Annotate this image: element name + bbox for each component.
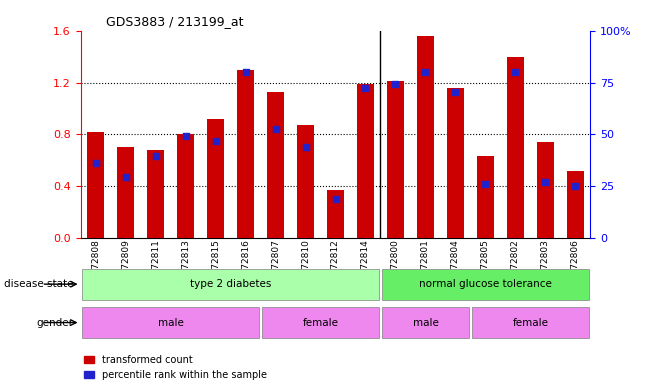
Point	[420, 69, 431, 75]
Legend: transformed count, percentile rank within the sample: transformed count, percentile rank withi…	[81, 351, 271, 384]
Bar	[417, 36, 433, 238]
Bar	[357, 84, 374, 238]
Text: GDS3883 / 213199_at: GDS3883 / 213199_at	[106, 15, 244, 28]
Bar	[207, 119, 223, 238]
Bar	[537, 142, 554, 238]
Point	[120, 174, 131, 180]
Text: male: male	[158, 318, 183, 328]
Bar	[472, 307, 589, 338]
Point	[570, 183, 581, 189]
Text: normal glucose tolerance: normal glucose tolerance	[419, 279, 552, 289]
Point	[180, 132, 191, 139]
Point	[270, 126, 281, 132]
Bar	[147, 150, 164, 238]
Point	[480, 180, 491, 187]
Bar	[177, 134, 194, 238]
Bar	[267, 92, 284, 238]
Text: type 2 diabetes: type 2 diabetes	[190, 279, 271, 289]
Bar	[327, 190, 344, 238]
Point	[540, 179, 551, 185]
Point	[90, 160, 101, 166]
Text: female: female	[303, 318, 338, 328]
Text: female: female	[513, 318, 548, 328]
Bar	[448, 88, 464, 238]
Point	[210, 138, 221, 144]
Point	[360, 84, 371, 91]
Bar	[117, 147, 134, 238]
Point	[330, 196, 341, 202]
Point	[390, 81, 401, 87]
Point	[510, 69, 521, 75]
Bar	[567, 170, 584, 238]
Bar	[387, 81, 404, 238]
Bar	[382, 307, 469, 338]
Bar	[82, 269, 379, 300]
Point	[240, 69, 251, 75]
Text: disease state: disease state	[4, 279, 74, 289]
Point	[150, 153, 161, 159]
Bar	[262, 307, 379, 338]
Bar	[297, 125, 314, 238]
Text: gender: gender	[37, 318, 74, 328]
Text: male: male	[413, 318, 438, 328]
Bar	[477, 156, 494, 238]
Bar	[82, 307, 259, 338]
Bar	[382, 269, 589, 300]
Bar	[87, 132, 104, 238]
Point	[450, 89, 461, 95]
Point	[300, 144, 311, 151]
Bar	[238, 70, 254, 238]
Bar	[507, 56, 524, 238]
